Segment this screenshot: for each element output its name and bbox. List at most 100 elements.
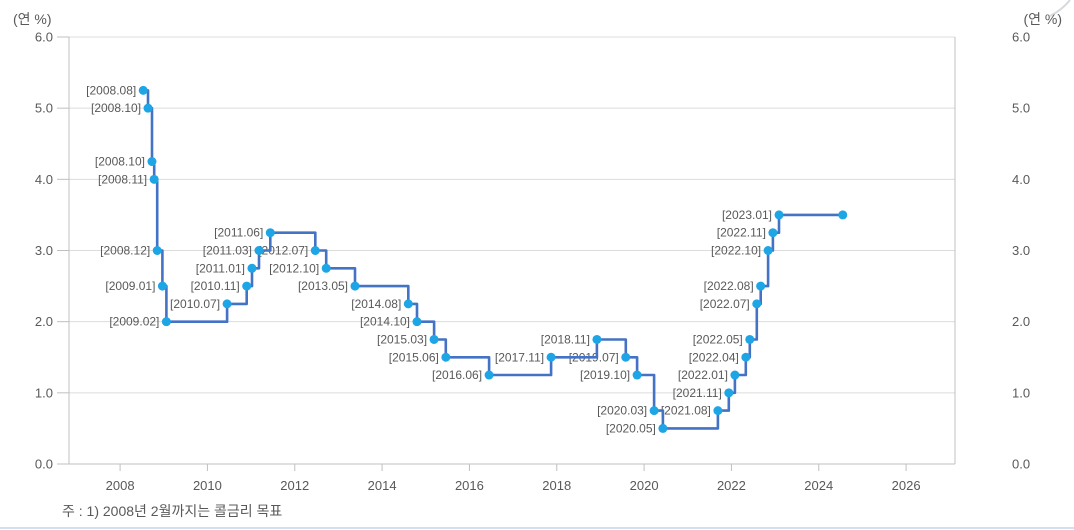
data-point-marker xyxy=(152,246,162,255)
data-point-label: [2010.07] xyxy=(170,297,220,311)
data-point-label: [2016.06] xyxy=(432,368,482,382)
data-point-label: [2012.10] xyxy=(269,261,319,275)
data-point-marker xyxy=(429,334,439,344)
y-axis-tick-labels: 6.0 6.0 5.0 5.0 4.0 4.0 3.0 3.0 2.0 2.0 1.0 1.0 0.0 0… xyxy=(35,30,1030,472)
data-point-marker xyxy=(774,210,784,220)
data-point-marker xyxy=(632,370,642,380)
data-point-label: [2020.05] xyxy=(606,421,656,435)
data-point-marker xyxy=(350,281,360,291)
y-tick-label-right: 5.0 xyxy=(1012,101,1030,116)
data-point-marker xyxy=(838,210,848,220)
data-point-label: [2010.11] xyxy=(191,279,240,293)
data-point-label: [2020.03] xyxy=(597,404,647,418)
data-point-marker xyxy=(222,299,232,309)
y-axis-unit-left: (연 %) xyxy=(13,11,52,27)
data-point-labels: [2008.08] [2008.10] [2008.10] [2008.11] [200… xyxy=(86,83,772,435)
data-point-label: [2011.03] xyxy=(203,244,252,258)
data-point-label: [2008.12] xyxy=(100,244,150,258)
x-tick-label: 2026 xyxy=(892,478,921,493)
y-tick-label-left: 0.0 xyxy=(35,457,53,472)
data-point-marker xyxy=(592,334,602,344)
data-point-marker xyxy=(157,281,167,291)
y-tick-label-right: 2.0 xyxy=(1012,314,1030,329)
data-point-marker xyxy=(768,228,778,238)
data-point-marker xyxy=(730,370,740,380)
data-point-label: [2011.06] xyxy=(214,226,263,240)
x-tick-label: 2016 xyxy=(455,478,484,493)
y-axis-unit-right: (연 %) xyxy=(1023,11,1062,27)
data-point-marker xyxy=(649,406,659,416)
x-tick-label: 2022 xyxy=(717,478,746,493)
data-point-marker xyxy=(161,317,171,327)
data-point-marker xyxy=(321,263,331,273)
data-point-label: [2009.01] xyxy=(105,279,155,293)
data-point-marker xyxy=(149,174,159,184)
data-point-label: [2017.11] xyxy=(495,350,544,364)
y-tick-label-right: 4.0 xyxy=(1012,172,1030,187)
data-point-label: [2008.11] xyxy=(98,172,147,186)
data-point-marker xyxy=(138,85,148,95)
data-point-marker xyxy=(741,352,751,362)
y-tick-label-left: 6.0 xyxy=(35,30,53,45)
data-point-label: [2014.08] xyxy=(351,297,401,311)
data-point-marker xyxy=(143,103,153,113)
x-tick-label: 2018 xyxy=(542,478,571,493)
data-point-label: [2022.11] xyxy=(717,226,766,240)
data-point-marker xyxy=(713,406,723,416)
data-point-label: [2015.06] xyxy=(389,350,439,364)
x-tick-label: 2014 xyxy=(368,478,397,493)
data-point-label: [2008.10] xyxy=(91,101,141,115)
y-tick-label-left: 1.0 xyxy=(35,385,53,400)
data-point-marker xyxy=(147,157,157,167)
rate-step-line xyxy=(141,89,845,430)
data-point-marker xyxy=(756,281,766,291)
data-point-label: [2022.04] xyxy=(689,350,739,364)
data-point-marker xyxy=(247,263,257,273)
data-point-marker xyxy=(484,370,494,380)
data-point-marker xyxy=(265,228,275,238)
chart-footnote: 주 : 1) 2008년 2월까지는 콜금리 목표 xyxy=(62,503,283,519)
x-tick-label: 2024 xyxy=(804,478,833,493)
y-tick-label-left: 4.0 xyxy=(35,172,53,187)
data-point-marker xyxy=(658,423,668,433)
data-point-label: [2015.03] xyxy=(377,332,427,346)
data-point-markers xyxy=(138,85,848,433)
data-point-marker xyxy=(752,299,762,309)
page-bottom-divider xyxy=(0,527,1074,529)
data-point-label: [2023.01] xyxy=(722,208,772,222)
x-tick-label: 2010 xyxy=(193,478,222,493)
data-point-marker xyxy=(310,246,320,255)
data-point-label: [2008.08] xyxy=(86,83,136,97)
y-tick-label-left: 2.0 xyxy=(35,314,53,329)
y-tick-label-left: 5.0 xyxy=(35,101,53,116)
decorative-corner-mark xyxy=(1049,0,1071,17)
data-point-marker xyxy=(745,334,755,344)
data-point-label: [2011.01] xyxy=(196,261,245,275)
axis-ticks xyxy=(57,36,907,471)
x-tick-label: 2020 xyxy=(630,478,659,493)
y-tick-label-right: 3.0 xyxy=(1012,243,1030,258)
data-point-label: [2021.11] xyxy=(673,386,722,400)
x-axis-tick-labels: 2008 2010 2012 2014 2016 2018 2020 2022 2024 2026 xyxy=(106,478,921,493)
data-point-label: [2021.08] xyxy=(661,404,711,418)
y-tick-label-right: 6.0 xyxy=(1012,30,1030,45)
data-point-label: [2014.10] xyxy=(360,315,410,329)
data-point-marker xyxy=(412,317,422,327)
data-point-label: [2022.10] xyxy=(711,244,761,258)
data-point-marker xyxy=(254,246,264,255)
data-point-label: [2022.08] xyxy=(704,279,754,293)
data-point-marker xyxy=(441,352,451,362)
data-point-label: [2013.05] xyxy=(298,279,348,293)
data-point-marker xyxy=(724,388,734,398)
data-point-marker xyxy=(242,281,252,291)
x-tick-label: 2012 xyxy=(280,478,309,493)
x-tick-label: 2008 xyxy=(106,478,135,493)
y-tick-label-left: 3.0 xyxy=(35,243,53,258)
data-point-label: [2019.10] xyxy=(580,368,630,382)
data-point-marker xyxy=(621,352,631,362)
data-point-label: [2018.11] xyxy=(541,332,590,346)
y-tick-label-right: 0.0 xyxy=(1012,457,1030,472)
data-point-label: [2022.07] xyxy=(700,297,750,311)
data-point-marker xyxy=(403,299,413,309)
